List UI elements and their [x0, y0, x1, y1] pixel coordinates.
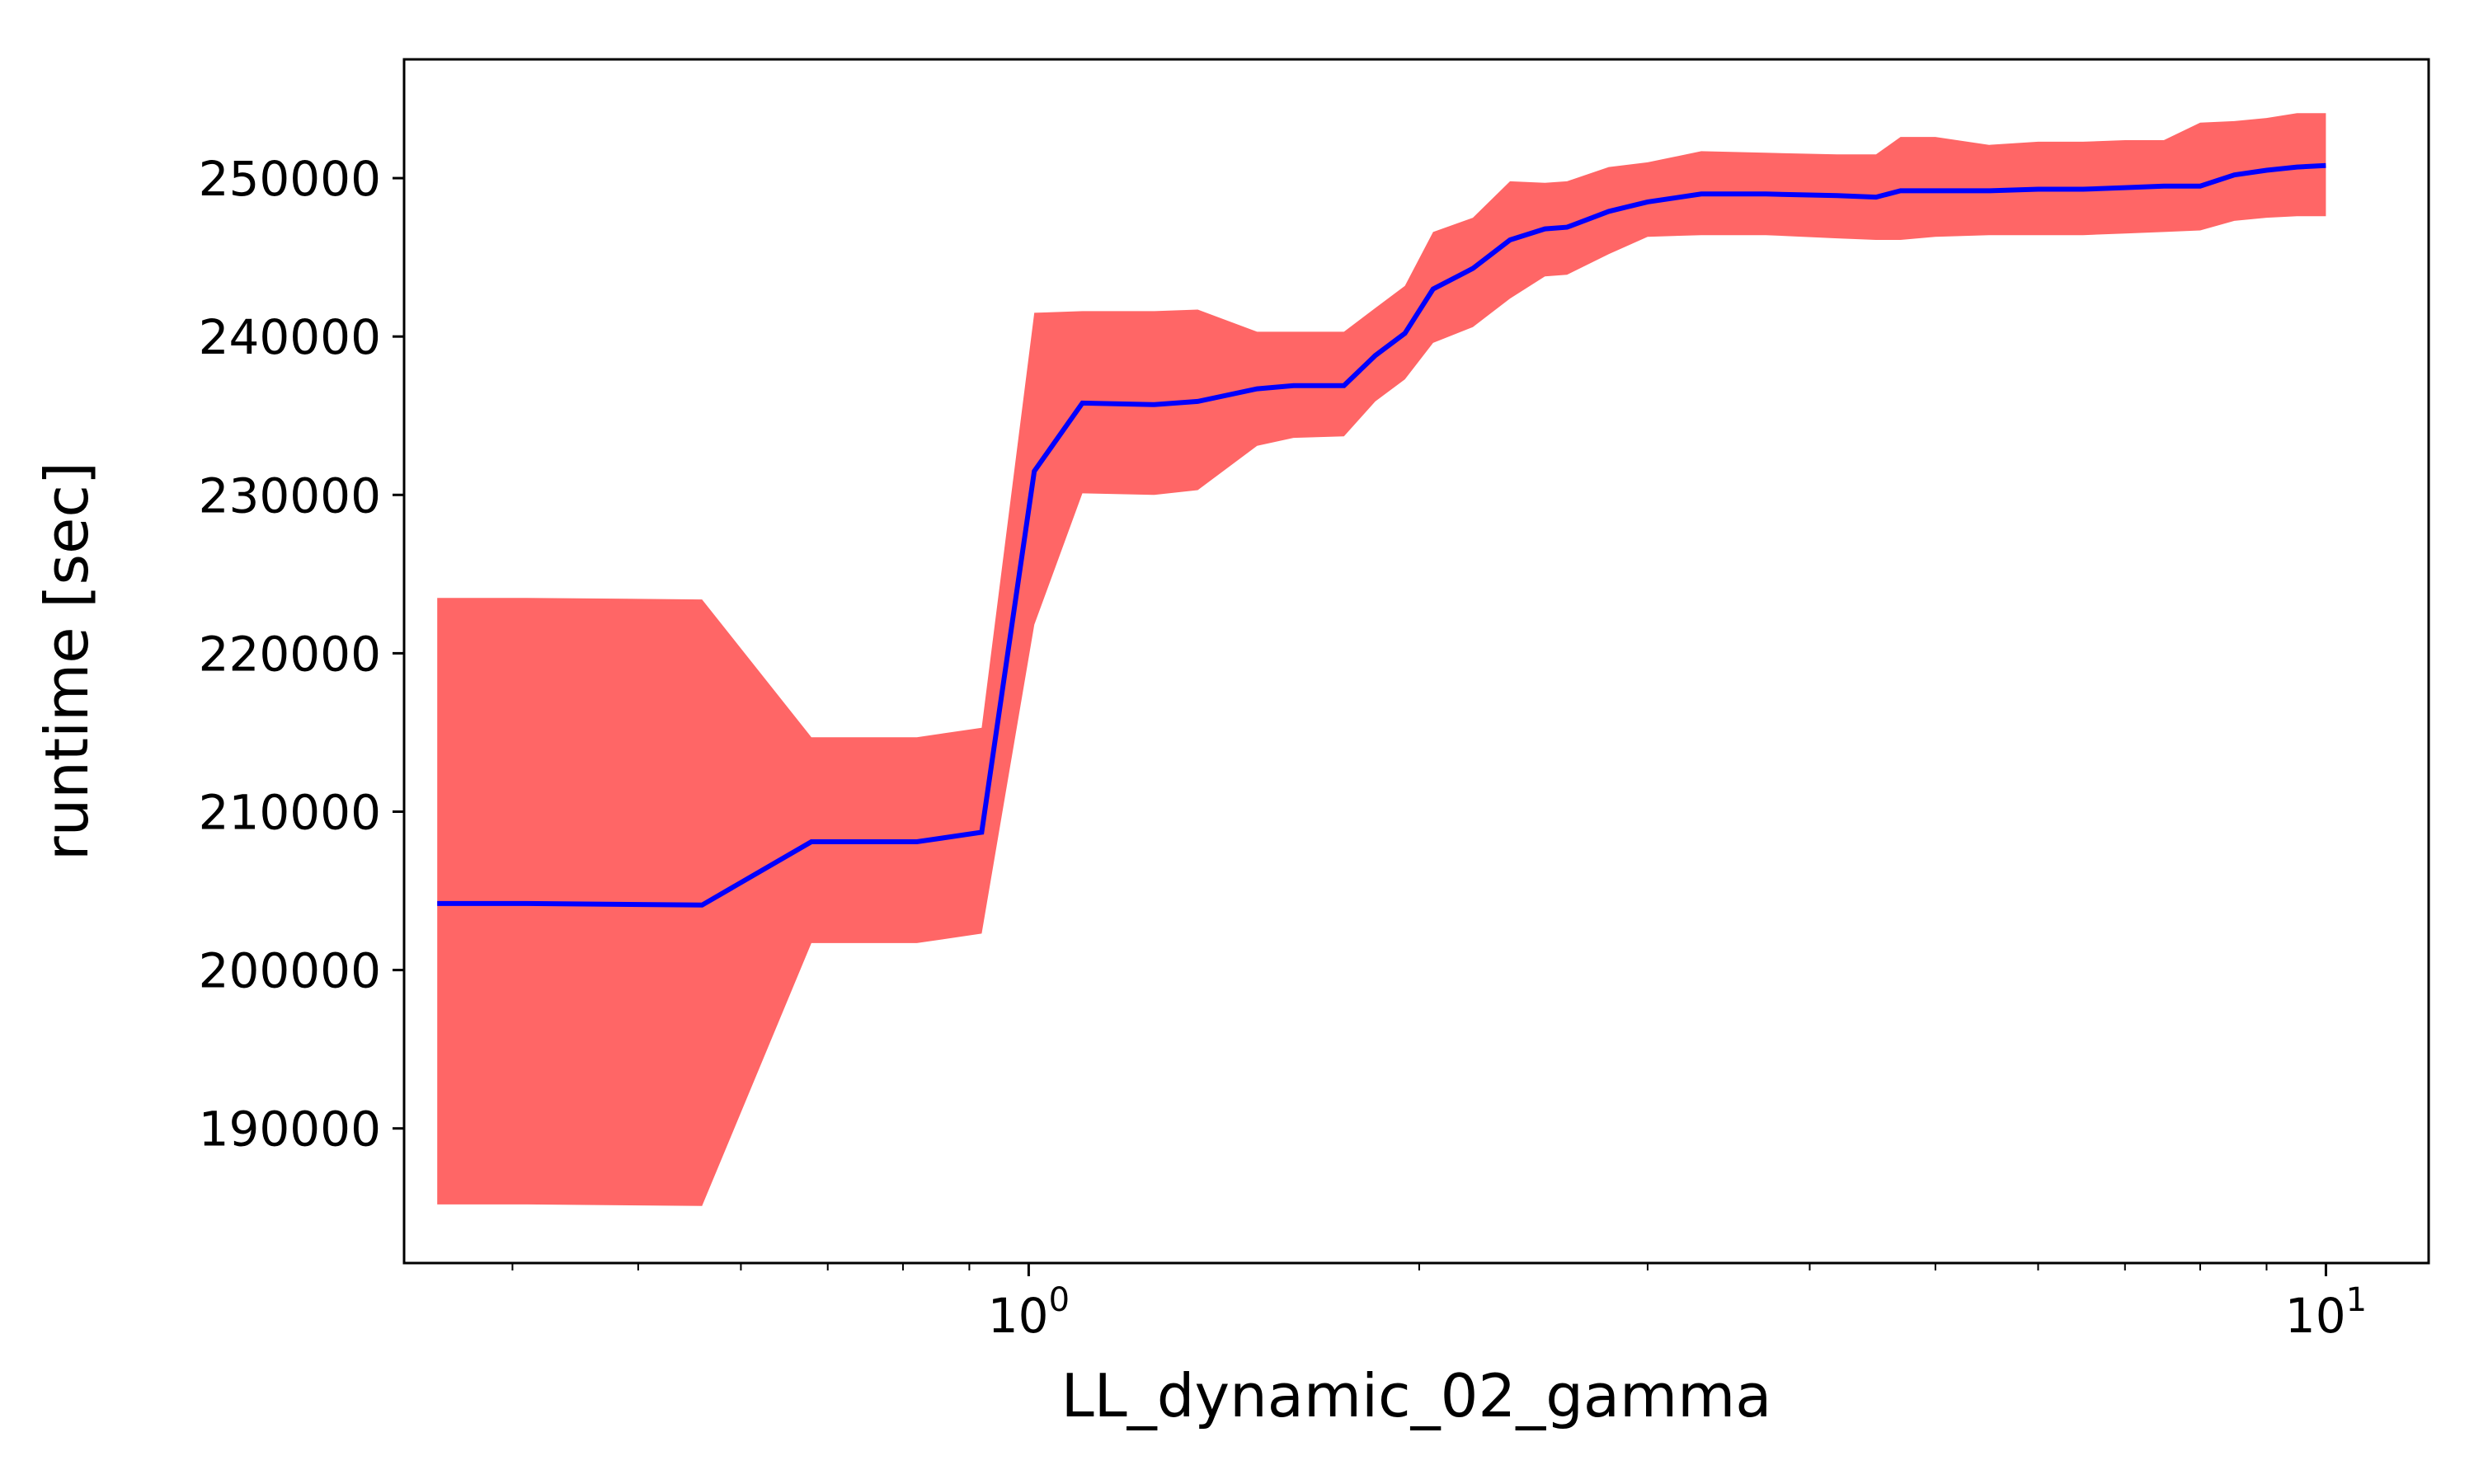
confidence-band — [437, 113, 2326, 1206]
x-axis: 100 101 — [511, 1263, 2367, 1344]
mean-line — [437, 162, 2326, 908]
y-tick-label: 200000 — [199, 943, 381, 999]
y-tick-label: 220000 — [199, 626, 381, 682]
y-tick-label: 230000 — [199, 467, 381, 524]
y-tick-label: 210000 — [199, 785, 381, 841]
x-axis-label: LL_dynamic_02_gamma — [1061, 1361, 1772, 1430]
y-tick-label: 240000 — [199, 309, 381, 365]
y-tick-label: 250000 — [199, 151, 381, 207]
x-tick-label: 100 — [988, 1281, 1070, 1344]
plot-frame — [402, 58, 2430, 1265]
y-axis: 190000 200000 210000 220000 230000 240000 2500… — [199, 151, 404, 1158]
y-tick-label: 190000 — [199, 1101, 381, 1158]
y-axis-label: runtime [sec] — [32, 462, 101, 861]
x-tick-label: 101 — [2285, 1281, 2367, 1344]
